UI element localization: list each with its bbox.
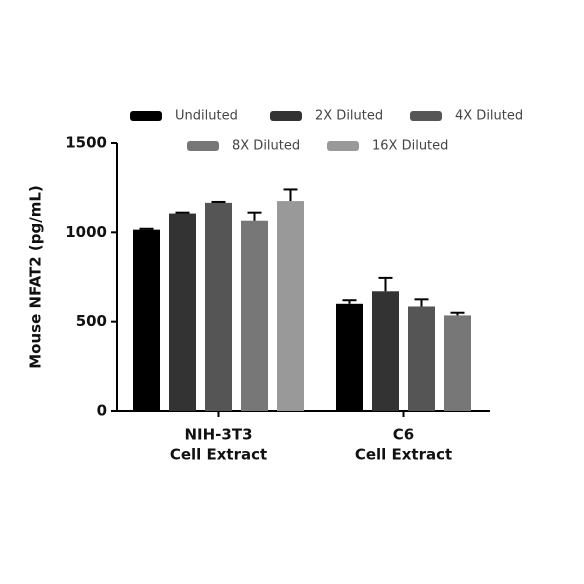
legend-swatch: [187, 141, 219, 151]
bar: [444, 315, 471, 411]
legend-swatch: [327, 141, 359, 151]
legend-label: Undiluted: [175, 109, 238, 124]
bar: [169, 213, 196, 411]
y-tick-label: 500: [76, 312, 107, 330]
legend-label: 4X Diluted: [455, 109, 523, 124]
legend-label: 8X Diluted: [232, 139, 300, 154]
y-tick-label: 1500: [65, 134, 107, 152]
bar: [372, 291, 399, 411]
x-tick-label: C6: [393, 426, 414, 444]
bar: [205, 202, 232, 411]
y-tick-label: 1000: [65, 223, 107, 241]
legend-label: 16X Diluted: [372, 139, 448, 154]
legend-swatch: [130, 111, 162, 121]
bar: [133, 229, 160, 411]
x-tick-label: NIH-3T3: [184, 426, 252, 444]
x-tick-label: Cell Extract: [355, 446, 452, 464]
legend-swatch: [410, 111, 442, 121]
y-tick-label: 0: [97, 402, 107, 420]
legend-swatch: [270, 111, 302, 121]
bar: [277, 201, 304, 411]
legend-label: 2X Diluted: [315, 109, 383, 124]
y-axis-label: Mouse NFAT2 (pg/mL): [27, 185, 45, 369]
bar: [336, 303, 363, 411]
bar: [241, 220, 268, 411]
x-tick-label: Cell Extract: [170, 446, 267, 464]
bar: [408, 306, 435, 411]
